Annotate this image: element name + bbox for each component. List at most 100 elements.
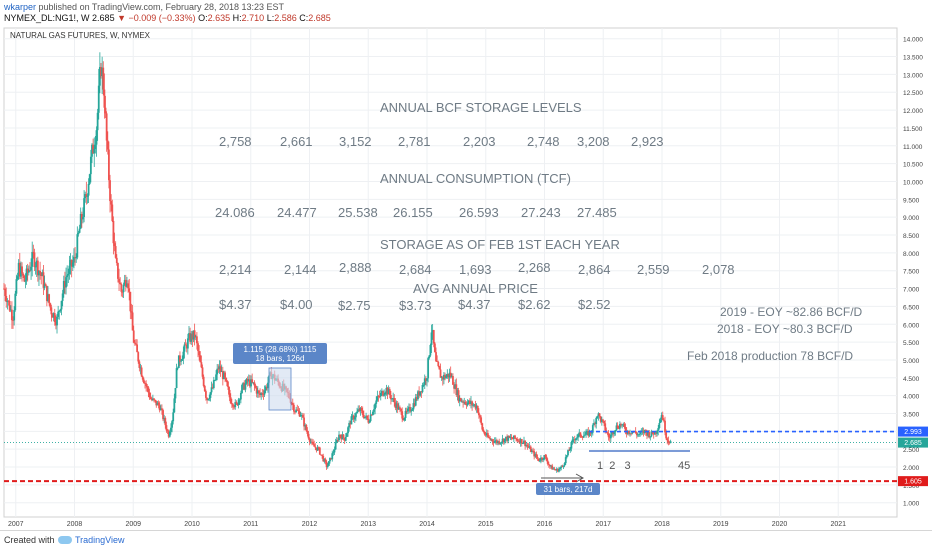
candle-body bbox=[290, 402, 293, 404]
candle-body bbox=[615, 425, 618, 431]
candle-body bbox=[611, 431, 613, 435]
candle-body bbox=[163, 418, 166, 420]
candle-body bbox=[5, 295, 8, 303]
candle-body bbox=[591, 425, 594, 433]
candle-body bbox=[648, 432, 651, 438]
candle-body bbox=[53, 313, 56, 323]
candle-body bbox=[412, 403, 415, 410]
candle-body bbox=[185, 345, 188, 349]
candle-body bbox=[249, 379, 251, 387]
candle-body bbox=[433, 343, 436, 353]
candle-body bbox=[43, 284, 46, 288]
candle-body bbox=[526, 444, 529, 447]
candle-body bbox=[233, 406, 236, 408]
price-value: $4.37 bbox=[458, 297, 491, 312]
candle-body bbox=[122, 284, 125, 293]
wave-count-45: 45 bbox=[678, 460, 690, 472]
candle-body bbox=[475, 406, 478, 409]
candle-body bbox=[296, 409, 299, 411]
candle-body bbox=[146, 386, 149, 388]
candle-body bbox=[188, 333, 190, 339]
candle-body bbox=[96, 112, 99, 131]
high-value: 2.710 bbox=[241, 13, 265, 23]
candle-body bbox=[516, 438, 519, 441]
candle-body bbox=[488, 436, 490, 439]
candle-body bbox=[582, 435, 585, 438]
candle-body bbox=[190, 333, 193, 342]
candle-body bbox=[318, 447, 321, 455]
candle-body bbox=[437, 361, 440, 367]
x-tick-label: 2018 bbox=[654, 521, 670, 528]
high-label: H: bbox=[232, 13, 242, 23]
candle-body bbox=[665, 432, 668, 439]
candle-body bbox=[68, 265, 71, 274]
candle-body bbox=[359, 408, 362, 411]
candle-body bbox=[20, 266, 22, 277]
candle-body bbox=[545, 456, 548, 461]
candle-body bbox=[506, 436, 508, 441]
candle-body bbox=[651, 431, 654, 434]
candle-body bbox=[432, 330, 435, 344]
candle-body bbox=[56, 316, 58, 326]
candle-body bbox=[614, 430, 617, 433]
candle-body bbox=[195, 336, 198, 344]
candle-body bbox=[515, 438, 518, 440]
footer: Created with TradingView bbox=[0, 530, 932, 551]
candle-body bbox=[136, 344, 139, 353]
candle-body bbox=[537, 458, 540, 461]
candle-body bbox=[567, 450, 569, 456]
candle-body bbox=[174, 388, 177, 399]
candle-body bbox=[487, 433, 489, 437]
y-tick-label: 3.500 bbox=[903, 411, 920, 418]
wave-count-labels: 1 2 3 bbox=[597, 460, 631, 472]
candle-body bbox=[543, 455, 546, 460]
author-link[interactable]: wkarper bbox=[4, 2, 37, 12]
candle-body bbox=[145, 383, 148, 387]
candle-body bbox=[155, 400, 158, 406]
storage-value: 2,758 bbox=[219, 134, 252, 149]
candle-body bbox=[489, 438, 492, 440]
feb-storage-value: 2,888 bbox=[339, 260, 372, 275]
candle-body bbox=[392, 398, 395, 399]
candle-body bbox=[430, 332, 433, 345]
candle-body bbox=[658, 422, 661, 429]
candle-body bbox=[97, 85, 100, 113]
candle-body bbox=[584, 434, 586, 436]
feb-storage-value: 2,864 bbox=[578, 262, 611, 277]
tradingview-link[interactable]: TradingView bbox=[58, 535, 125, 545]
y-tick-label: 2.500 bbox=[903, 447, 920, 454]
candle-body bbox=[118, 278, 120, 283]
candle-body bbox=[87, 184, 90, 196]
candle-body bbox=[390, 395, 392, 400]
consumption-title: ANNUAL CONSUMPTION (TCF) bbox=[380, 171, 571, 186]
consumption-value: 24.086 bbox=[215, 205, 255, 220]
candle-body bbox=[367, 418, 370, 423]
candle-body bbox=[252, 382, 255, 384]
candle-body bbox=[227, 386, 230, 390]
y-tick-label: 7.500 bbox=[903, 269, 920, 276]
candle-body bbox=[7, 300, 10, 302]
candle-body bbox=[466, 402, 469, 406]
range-label-2011 bbox=[233, 343, 327, 364]
candle-body bbox=[373, 409, 375, 412]
candle-body bbox=[313, 444, 316, 447]
candle-body bbox=[85, 194, 88, 197]
candle-body bbox=[465, 403, 468, 406]
candle-body bbox=[117, 263, 119, 279]
candle-body bbox=[553, 468, 556, 470]
candle-body bbox=[321, 454, 323, 456]
candle-body bbox=[461, 401, 463, 403]
y-tick-label: 8.000 bbox=[903, 251, 920, 258]
candle-body bbox=[409, 407, 411, 412]
candle-body bbox=[221, 371, 224, 380]
candle-body bbox=[656, 430, 659, 434]
candle-body bbox=[473, 404, 476, 406]
candle-body bbox=[467, 400, 470, 403]
candle-body bbox=[464, 401, 467, 404]
candle-body bbox=[346, 433, 348, 437]
candle-body bbox=[483, 431, 486, 435]
candle-body bbox=[492, 441, 495, 443]
candle-body bbox=[646, 431, 648, 436]
candle-body bbox=[179, 355, 181, 362]
